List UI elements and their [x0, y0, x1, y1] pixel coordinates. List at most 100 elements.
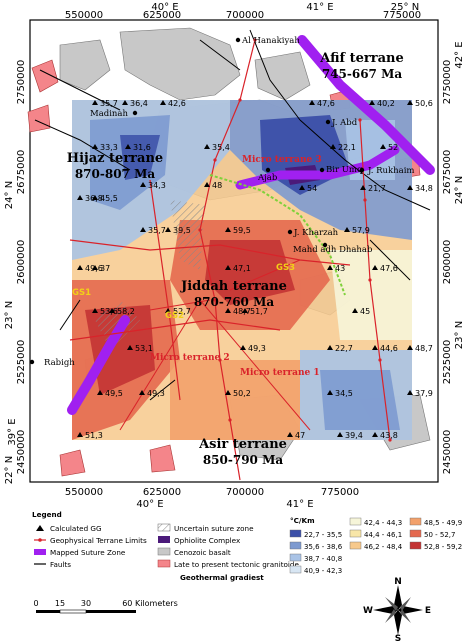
gg-point	[327, 345, 333, 350]
svg-text:Geophysical Terrane Limits: Geophysical Terrane Limits	[50, 536, 147, 545]
legend-granite-symbol	[157, 559, 171, 568]
legend-title: Legend	[32, 510, 62, 519]
svg-text:700000: 700000	[226, 10, 264, 21]
gg-value-label: 48,7	[415, 344, 433, 353]
gg-point	[140, 182, 146, 187]
gg-value-label: 43,8	[380, 431, 398, 440]
compass-rose: N S E W	[363, 577, 431, 641]
svg-text:550000: 550000	[65, 10, 103, 21]
svg-text:23° N: 23° N	[454, 321, 465, 349]
legend-class-swatch	[289, 541, 302, 550]
legend-class-label: 35,6 - 38,6	[304, 543, 343, 551]
gg-point	[92, 100, 98, 105]
gg-value-label: 47,6	[317, 99, 335, 108]
legend-gg-symbol	[36, 525, 44, 531]
legend-classes: 22,7 - 35,5 35,6 - 38,6 38,7 - 40,8 40,9 - …	[289, 517, 462, 575]
svg-text:2525000: 2525000	[442, 340, 453, 385]
gg-point	[165, 308, 171, 313]
hijaz-name: Hijaz terrane	[67, 151, 163, 166]
gg-value-label: 34,8	[415, 184, 433, 193]
terrane-limit-markers	[198, 38, 392, 442]
gg-point	[407, 185, 413, 190]
bottom-axis: 550000 625000 700000 775000 39° E 40° E …	[7, 418, 359, 510]
gg-value-label: 42,6	[168, 99, 186, 108]
place-ajab: Ajab	[257, 173, 278, 183]
gg-value-label: 51,7	[250, 307, 268, 316]
place-madinah: Madinah	[90, 109, 128, 119]
legend-class-label: 38,7 - 40,8	[304, 555, 342, 563]
legend-class-label: 52,8 - 59,2	[424, 543, 462, 551]
micro-terrane-1: Micro terrane 1	[240, 368, 320, 378]
place-al-hanakiyah: Al Hanakiyah	[241, 36, 300, 46]
legend-class-label: 48,5 - 49,9	[424, 519, 462, 527]
svg-text:39° E: 39° E	[7, 418, 18, 445]
gg-point	[92, 195, 98, 200]
gg-point	[360, 185, 366, 190]
legend-class-swatch	[349, 529, 362, 538]
svg-text:E: E	[425, 606, 431, 616]
mapped-suture-zone	[67, 35, 435, 415]
micro-terrane-labels: Micro terrane 3 Micro terrane 2 Micro te…	[150, 155, 322, 378]
place-j-rukhaim: J. Rukhaim	[367, 166, 415, 176]
place-bir-umq: Bir Umq	[326, 165, 363, 175]
legend-class-swatch	[349, 541, 362, 550]
legend-class-label: 44,4 - 46,1	[364, 531, 402, 539]
gg-value-label: 48,7	[233, 307, 251, 316]
hijaz-age: 870-807 Ma	[75, 167, 156, 181]
gg-point	[380, 144, 386, 149]
gg-value-label: 50,2	[233, 389, 251, 398]
legend-class-swatch	[409, 517, 422, 526]
gg-value-label: 53,1	[135, 344, 153, 353]
gg-point	[240, 345, 246, 350]
gg-value-label: 34,5	[335, 389, 353, 398]
svg-text:2600000: 2600000	[16, 240, 27, 285]
gg-point	[139, 390, 145, 395]
legend-class-swatch	[289, 565, 302, 574]
gg-value-label: 53,6	[100, 307, 118, 316]
gg-value-label: 35,4	[212, 143, 230, 152]
svg-text:2750000: 2750000	[16, 60, 27, 105]
legend-class-label: 46,2 - 48,4	[364, 543, 403, 551]
asir-name: Asir terrane	[198, 437, 287, 452]
gg-point	[92, 308, 98, 313]
asir-age: 850-790 Ma	[203, 453, 284, 467]
svg-text:40° E: 40° E	[151, 2, 178, 13]
legend-basalt-symbol	[157, 547, 171, 556]
gg-point	[127, 345, 133, 350]
gg-point	[77, 195, 83, 200]
gg-point	[242, 308, 248, 313]
gg-value-label: 47,6	[380, 264, 398, 273]
legend-class-label: 42,4 - 44,3	[364, 519, 402, 527]
gg-value-label: 36,4	[130, 99, 148, 108]
gg-value-label: 50,6	[415, 99, 433, 108]
svg-text:S: S	[395, 634, 401, 641]
gg-value-label: 33,3	[100, 143, 118, 152]
svg-text:Cenozoic basalt: Cenozoic basalt	[174, 548, 231, 557]
micro-terrane-2: Micro terrane 2	[150, 353, 230, 363]
gg-point	[125, 144, 131, 149]
svg-text:2750000: 2750000	[442, 60, 453, 105]
gg-point	[337, 432, 343, 437]
gg-point	[407, 390, 413, 395]
svg-text:41° E: 41° E	[286, 499, 313, 510]
svg-text:25° N: 25° N	[391, 2, 419, 13]
svg-text:60 Kilometers: 60 Kilometers	[122, 599, 178, 608]
terrane-limits	[69, 39, 391, 481]
gg-value-label: 57,9	[352, 226, 370, 235]
afif-name: Afif terrane	[319, 51, 404, 66]
gs3-label: GS3	[276, 263, 295, 273]
svg-text:775000: 775000	[321, 487, 359, 498]
gg-value-label: 51,3	[85, 431, 103, 440]
svg-text:24° N: 24° N	[454, 176, 465, 204]
legend-uncertain-symbol	[157, 523, 171, 532]
gg-value-label: 49,3	[147, 389, 165, 398]
top-axis: 550000 625000 700000 775000 40° E 41° E …	[65, 2, 421, 21]
gg-point	[327, 265, 333, 270]
svg-text:625000: 625000	[143, 10, 181, 21]
gg-point	[372, 432, 378, 437]
gg-point	[407, 345, 413, 350]
gs1-label: GS1	[72, 288, 91, 298]
gg-value-label: 39,4	[345, 431, 363, 440]
gg-point	[204, 144, 210, 149]
gg-point	[309, 100, 315, 105]
